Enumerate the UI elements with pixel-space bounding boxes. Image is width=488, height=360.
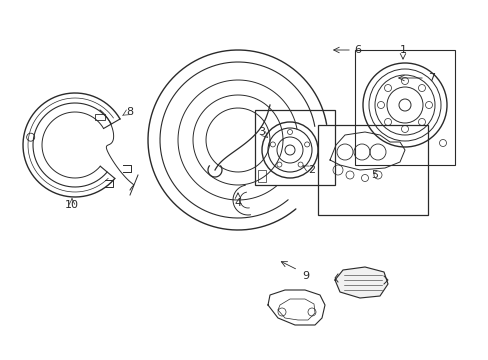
Bar xyxy=(254,110,334,185)
Text: 4: 4 xyxy=(234,198,241,208)
Text: 9: 9 xyxy=(302,271,309,281)
Text: 10: 10 xyxy=(65,200,79,210)
Polygon shape xyxy=(334,267,387,298)
Bar xyxy=(354,50,454,165)
Text: 8: 8 xyxy=(126,107,133,117)
Text: 3: 3 xyxy=(258,127,265,137)
Text: 7: 7 xyxy=(427,73,435,83)
Bar xyxy=(95,114,105,120)
Text: 1: 1 xyxy=(399,45,406,55)
Text: 6: 6 xyxy=(354,45,361,55)
Text: 5: 5 xyxy=(371,170,378,180)
Text: 2: 2 xyxy=(308,165,315,175)
Bar xyxy=(258,170,265,182)
Bar xyxy=(317,125,427,215)
